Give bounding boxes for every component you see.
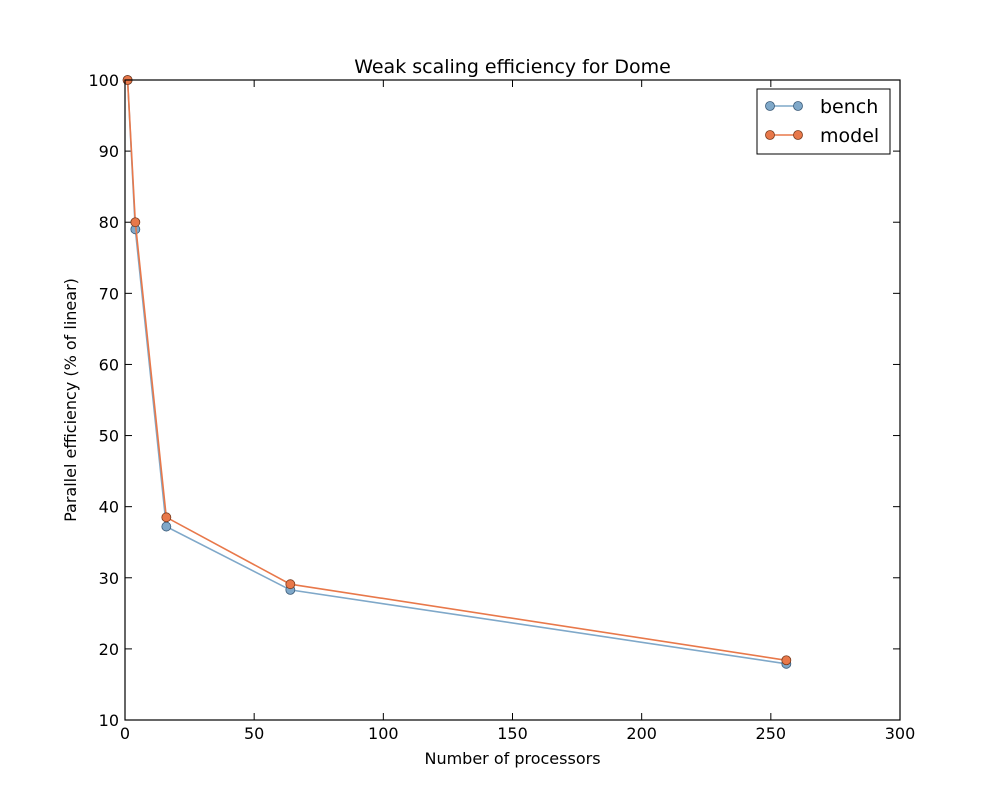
chart-title: Weak scaling efficiency for Dome — [354, 56, 671, 78]
legend-marker-model — [765, 130, 775, 140]
y-axis-label: Parallel efficiency (% of linear) — [61, 278, 80, 522]
legend-label-model: model — [820, 125, 879, 147]
y-tick-label: 90 — [99, 142, 119, 161]
series-layer — [122, 75, 792, 669]
data-point-model — [781, 655, 792, 666]
ticks: 0 50 100 150 200 250 300 10 20 30 40 50 60 70 80 90 100 — [88, 71, 915, 743]
plot-area — [125, 80, 900, 720]
x-tick-label: 150 — [497, 724, 528, 743]
y-tick-label: 30 — [99, 569, 119, 588]
legend: bench model — [756, 88, 891, 155]
legend-marker-model — [793, 130, 803, 140]
y-tick-label: 70 — [99, 284, 119, 303]
y-tick-label: 20 — [99, 640, 119, 659]
y-tick-label: 50 — [99, 427, 119, 446]
x-tick-label: 0 — [120, 724, 130, 743]
x-tick-label: 200 — [626, 724, 657, 743]
data-point-model — [161, 512, 172, 523]
x-tick-label: 250 — [756, 724, 787, 743]
legend-marker-bench — [765, 101, 775, 111]
x-tick-label: 50 — [244, 724, 264, 743]
data-point-model — [285, 579, 296, 590]
legend-box — [756, 88, 891, 155]
x-tick-label: 100 — [368, 724, 399, 743]
y-tick-label: 10 — [99, 711, 119, 730]
plot-frame — [124, 79, 901, 721]
y-tick-label: 80 — [99, 213, 119, 232]
x-tick-label: 300 — [885, 724, 916, 743]
x-axis-label: Number of processors — [424, 749, 600, 768]
y-tick-label: 60 — [99, 355, 119, 374]
legend-marker-bench — [793, 101, 803, 111]
y-tick-label: 40 — [99, 498, 119, 517]
data-point-model — [130, 217, 141, 228]
y-tick-label: 100 — [88, 71, 119, 90]
data-point-bench — [161, 521, 172, 532]
legend-label-bench: bench — [820, 96, 878, 118]
